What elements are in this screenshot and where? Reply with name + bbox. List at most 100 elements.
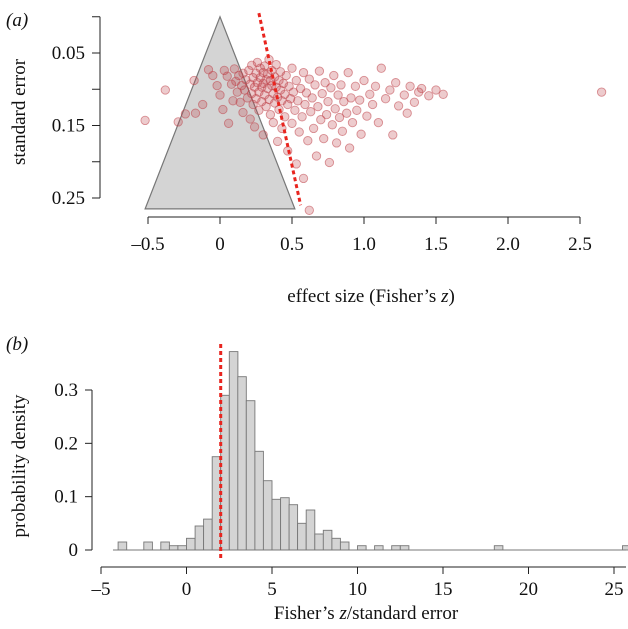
data-point bbox=[438, 89, 448, 99]
histogram-bar bbox=[168, 545, 179, 551]
data-point bbox=[160, 85, 170, 95]
x-tick-label: –5 bbox=[91, 579, 111, 600]
x-tick-label: 20 bbox=[519, 579, 538, 600]
data-point bbox=[228, 96, 238, 106]
x-tick-label: 2.0 bbox=[496, 234, 520, 255]
data-point bbox=[288, 87, 299, 97]
data-point bbox=[307, 93, 317, 103]
data-point bbox=[304, 74, 314, 84]
data-point bbox=[355, 95, 365, 105]
data-point bbox=[424, 91, 434, 101]
data-point bbox=[281, 70, 291, 81]
x-tick-label: –0.5 bbox=[130, 234, 164, 255]
panel-a-x-axis-label: effect size (Fisher’s z) bbox=[287, 286, 455, 307]
data-point bbox=[190, 108, 201, 118]
data-point bbox=[239, 85, 250, 95]
panel-a-axes: 0.05 0.15 0.25 –0.5 0 0.5 1.0 1.5 2.0 2.5 bbox=[52, 16, 592, 255]
data-point bbox=[222, 71, 232, 81]
x-tick-label: 2.5 bbox=[568, 234, 592, 255]
data-point bbox=[291, 75, 301, 86]
x-tick-label: 0.5 bbox=[280, 234, 304, 255]
panel-a: (a) 0.05 0.15 0.25 –0.5 0 0.5 1.0 1.5 2.0 2.5 eff… bbox=[6, 10, 607, 307]
data-point bbox=[416, 83, 427, 94]
data-point bbox=[248, 99, 258, 110]
data-point bbox=[337, 126, 348, 136]
histogram-bar bbox=[177, 545, 187, 551]
data-point bbox=[327, 120, 337, 130]
data-point bbox=[308, 123, 319, 134]
panel-b-label: (b) bbox=[6, 334, 28, 355]
data-point bbox=[314, 66, 325, 76]
data-point bbox=[385, 85, 395, 95]
data-point bbox=[304, 205, 314, 215]
data-point bbox=[272, 136, 283, 147]
data-point bbox=[319, 133, 329, 144]
y-tick-label: 0.15 bbox=[52, 116, 85, 137]
y-tick-label: 0.2 bbox=[54, 433, 78, 454]
panel-b-axes: 0 0.1 0.2 0.3 –5 0 5 10 15 20 25 bbox=[54, 380, 626, 600]
histogram-bar bbox=[339, 541, 350, 551]
histogram-bar bbox=[245, 400, 256, 551]
data-point bbox=[283, 99, 293, 110]
data-point bbox=[339, 96, 349, 107]
data-point bbox=[326, 83, 336, 93]
x-tick-label: 0 bbox=[215, 234, 225, 255]
x-tick-label: 1.5 bbox=[424, 234, 448, 255]
data-point bbox=[180, 109, 191, 119]
data-point bbox=[208, 70, 218, 81]
histogram-bar bbox=[331, 537, 341, 551]
data-point bbox=[140, 115, 150, 126]
data-point bbox=[310, 80, 320, 90]
data-point bbox=[393, 101, 404, 111]
data-point bbox=[298, 173, 309, 184]
data-point bbox=[359, 75, 369, 86]
data-point bbox=[409, 97, 420, 107]
histogram-bar bbox=[254, 450, 264, 551]
data-point bbox=[373, 117, 384, 128]
histogram-bar bbox=[143, 541, 153, 551]
data-point bbox=[370, 81, 381, 91]
panel-b-plot-area bbox=[112, 344, 628, 558]
data-point bbox=[343, 67, 353, 78]
data-point bbox=[247, 60, 257, 70]
data-point bbox=[218, 104, 228, 115]
x-tick-label: 1.0 bbox=[352, 234, 376, 255]
panel-a-plot-area bbox=[140, 12, 607, 215]
data-point bbox=[254, 87, 264, 97]
histogram-bar bbox=[280, 497, 290, 551]
data-point bbox=[347, 117, 358, 128]
data-point bbox=[333, 90, 343, 100]
data-point bbox=[258, 130, 268, 140]
panel-a-y-axis-label: standard error bbox=[9, 58, 30, 165]
data-point bbox=[317, 88, 327, 99]
y-tick-label: 0.3 bbox=[54, 380, 78, 401]
histogram-bar bbox=[297, 522, 307, 551]
panel-b: (b) 0 0.1 0.2 0.3 –5 0 5 10 15 20 25 Fisher’s z/st… bbox=[6, 334, 628, 624]
data-point bbox=[316, 115, 326, 125]
data-point bbox=[252, 57, 263, 68]
y-tick-label: 0.1 bbox=[54, 487, 78, 508]
data-point bbox=[293, 96, 303, 106]
data-point bbox=[297, 112, 307, 122]
data-point bbox=[268, 117, 278, 128]
data-point bbox=[306, 107, 316, 117]
panel-a-label: (a) bbox=[6, 10, 28, 31]
histogram-bar bbox=[262, 480, 273, 551]
data-point bbox=[300, 99, 310, 110]
histogram-bar bbox=[391, 545, 401, 551]
panel-b-y-axis-label: probability density bbox=[9, 394, 30, 538]
histogram-bar bbox=[117, 541, 128, 551]
data-point bbox=[344, 143, 355, 153]
y-tick-label: 0.25 bbox=[52, 188, 85, 209]
histogram-bar bbox=[357, 545, 367, 551]
histogram-bar bbox=[622, 545, 628, 551]
x-tick-label: 10 bbox=[348, 579, 367, 600]
data-point bbox=[219, 65, 229, 76]
data-point bbox=[352, 105, 362, 115]
data-point bbox=[346, 93, 356, 103]
data-point bbox=[234, 70, 244, 81]
data-point bbox=[229, 64, 240, 74]
data-point bbox=[376, 63, 386, 73]
data-point bbox=[215, 90, 225, 100]
